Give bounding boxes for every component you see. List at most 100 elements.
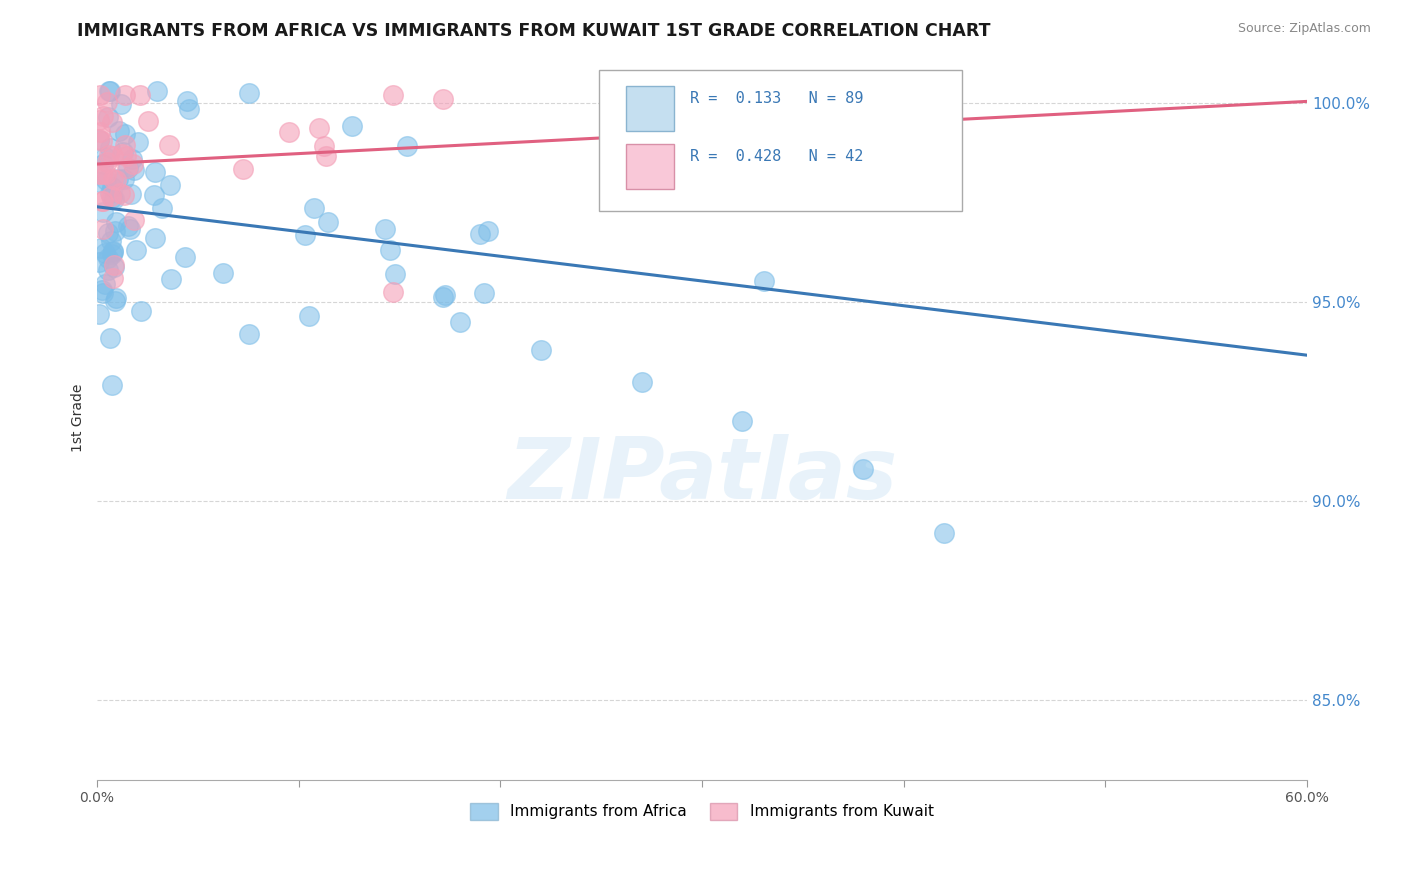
Point — [89, 125, 111, 139]
Point — [111, 145, 134, 159]
Point — [90, 284, 112, 298]
Point — [111, 147, 134, 161]
Point — [115, 149, 138, 163]
Point — [122, 162, 145, 177]
Point — [101, 149, 124, 163]
Point — [125, 243, 148, 257]
Point — [160, 272, 183, 286]
Point — [159, 178, 181, 192]
Point — [114, 87, 136, 102]
Point — [852, 462, 875, 476]
Point — [93, 246, 115, 260]
Point — [932, 525, 955, 540]
Point — [378, 243, 401, 257]
Point — [108, 186, 131, 200]
Point — [472, 285, 495, 300]
Point — [110, 97, 132, 112]
Point — [104, 215, 127, 229]
Point — [91, 222, 114, 236]
Text: Source: ZipAtlas.com: Source: ZipAtlas.com — [1237, 22, 1371, 36]
Point — [738, 84, 761, 98]
Point — [97, 147, 120, 161]
Text: R =  0.133   N = 89: R = 0.133 N = 89 — [690, 91, 863, 106]
Point — [720, 148, 742, 162]
Point — [96, 95, 118, 110]
Point — [382, 87, 405, 102]
Point — [174, 250, 197, 264]
Point — [384, 268, 406, 282]
Point — [108, 124, 131, 138]
Point — [238, 326, 260, 341]
Point — [143, 188, 166, 202]
Point — [449, 315, 471, 329]
Point — [104, 223, 127, 237]
Point — [150, 201, 173, 215]
Point — [294, 228, 316, 243]
Point — [101, 244, 124, 259]
Point — [100, 234, 122, 248]
Point — [238, 86, 260, 100]
Point — [91, 286, 114, 301]
Point — [105, 291, 128, 305]
Point — [98, 186, 121, 200]
Point — [807, 145, 830, 159]
Point — [87, 255, 110, 269]
Point — [103, 244, 125, 258]
Point — [90, 194, 112, 208]
Y-axis label: 1st Grade: 1st Grade — [72, 384, 86, 451]
Point — [112, 172, 135, 186]
Point — [100, 191, 122, 205]
Point — [316, 215, 339, 229]
Point — [103, 193, 125, 207]
Point — [136, 113, 159, 128]
Point — [470, 227, 492, 242]
Point — [211, 266, 233, 280]
Point — [90, 134, 112, 148]
Point — [143, 165, 166, 179]
Point — [94, 168, 117, 182]
Point — [100, 115, 122, 129]
Point — [87, 133, 110, 147]
Point — [87, 175, 110, 189]
Point — [89, 87, 111, 102]
Text: IMMIGRANTS FROM AFRICA VS IMMIGRANTS FROM KUWAIT 1ST GRADE CORRELATION CHART: IMMIGRANTS FROM AFRICA VS IMMIGRANTS FRO… — [77, 22, 991, 40]
Point — [114, 188, 136, 202]
Point — [342, 119, 364, 133]
Point — [91, 204, 114, 219]
Text: ZIPatlas: ZIPatlas — [508, 434, 897, 516]
Point — [101, 172, 124, 186]
Point — [477, 224, 499, 238]
Point — [127, 135, 149, 149]
Point — [143, 230, 166, 244]
Point — [128, 87, 150, 102]
Point — [315, 148, 337, 162]
Point — [91, 109, 114, 123]
Point — [308, 120, 330, 135]
Point — [432, 92, 454, 106]
Point — [97, 110, 120, 124]
Point — [530, 343, 553, 357]
Point — [94, 277, 117, 292]
Point — [114, 127, 136, 141]
Point — [382, 285, 405, 299]
Point — [121, 152, 143, 166]
Point — [176, 94, 198, 108]
Point — [277, 125, 299, 139]
Point — [87, 167, 110, 181]
Point — [117, 219, 139, 234]
Point — [103, 260, 125, 274]
Point — [122, 156, 145, 170]
Point — [97, 84, 120, 98]
Point — [98, 141, 121, 155]
Point — [97, 251, 120, 265]
Point — [374, 222, 396, 236]
Point — [98, 84, 121, 98]
Point — [100, 189, 122, 203]
Point — [89, 241, 111, 255]
Point — [87, 307, 110, 321]
Point — [103, 258, 125, 272]
Point — [101, 179, 124, 194]
Point — [101, 247, 124, 261]
Point — [93, 157, 115, 171]
Point — [118, 221, 141, 235]
